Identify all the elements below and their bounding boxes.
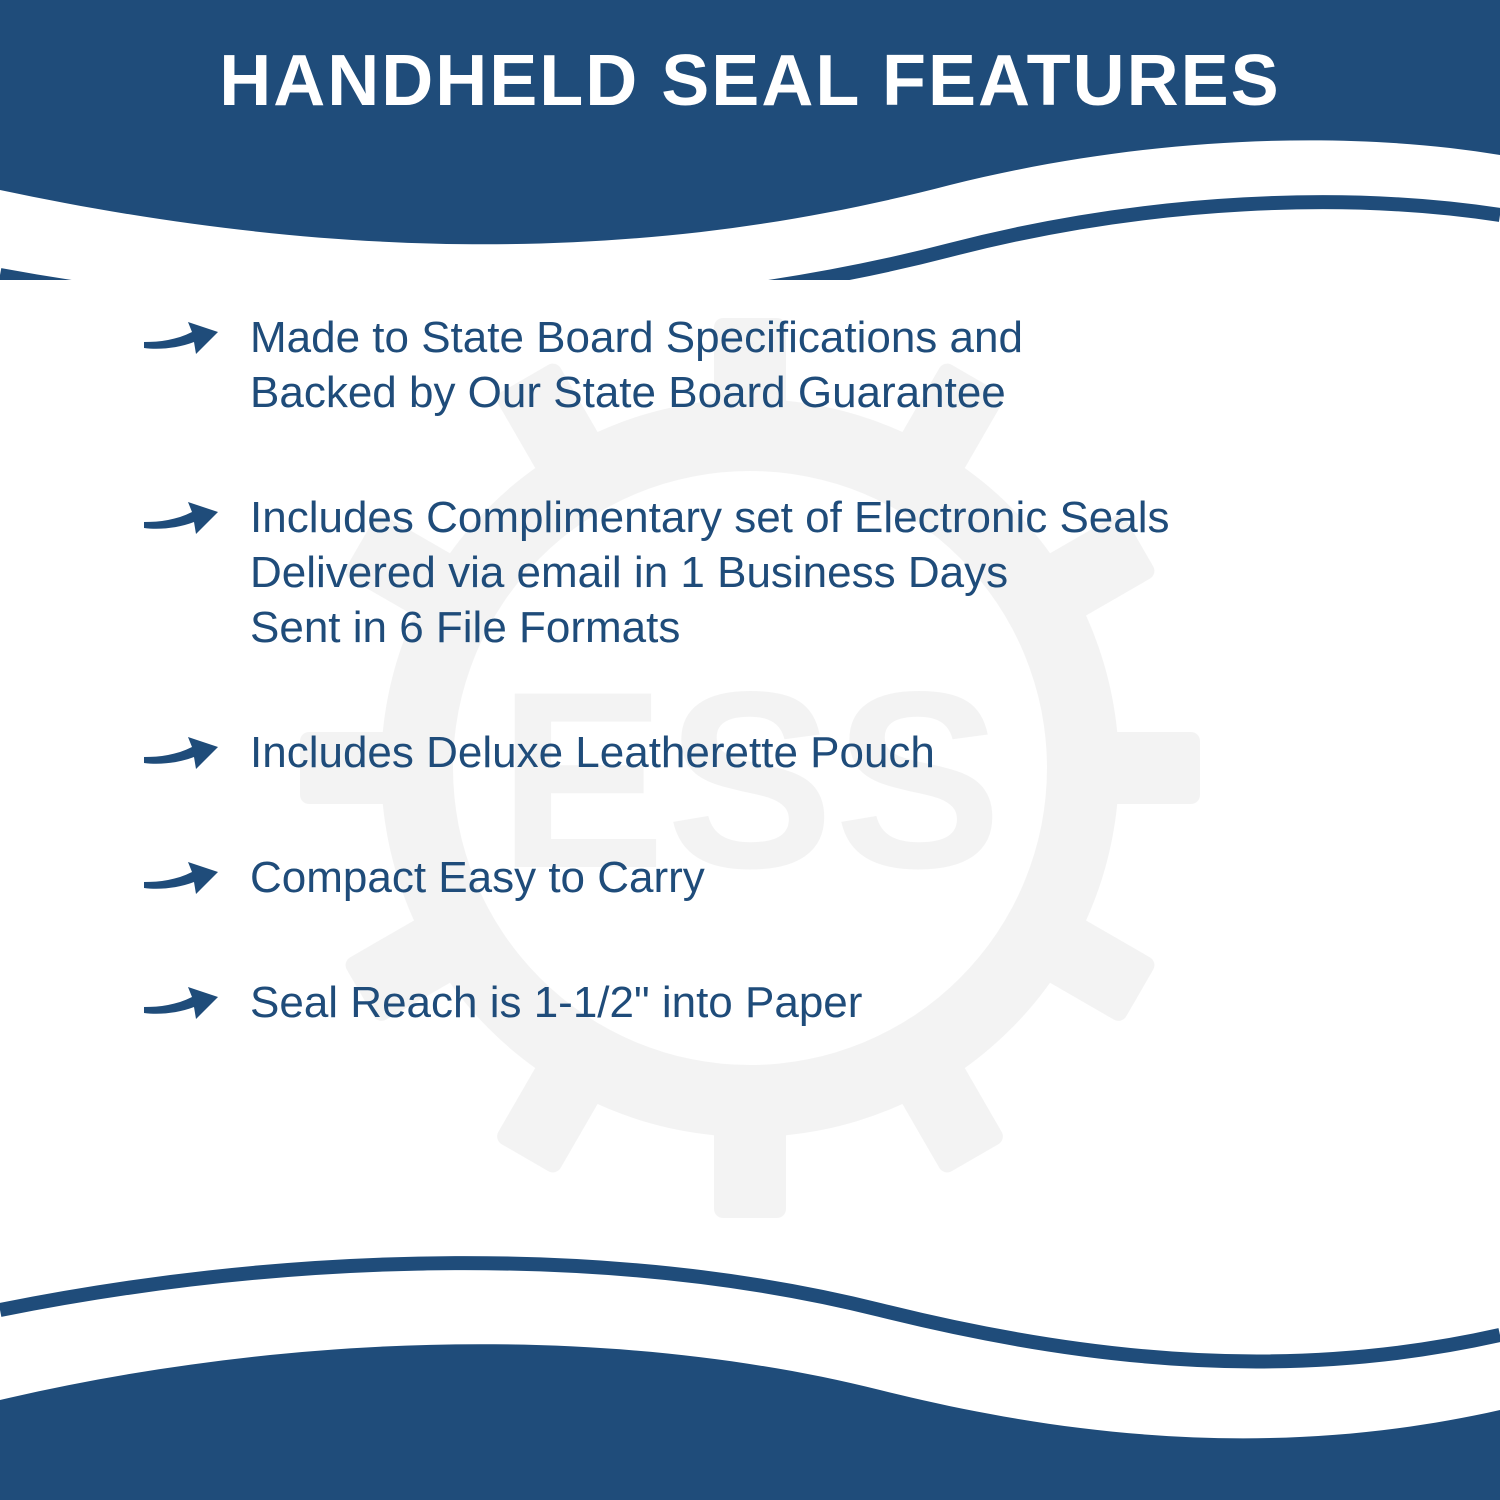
feature-text: Includes Deluxe Leatherette Pouch: [250, 725, 1400, 780]
bottom-wave: [0, 1240, 1500, 1500]
page-title: HANDHELD SEAL FEATURES: [0, 40, 1500, 122]
arrow-icon: [140, 850, 250, 898]
arrow-icon: [140, 490, 250, 538]
feature-text: Compact Easy to Carry: [250, 850, 1400, 905]
arrow-icon: [140, 725, 250, 773]
feature-item: Compact Easy to Carry: [140, 850, 1400, 905]
feature-text: Seal Reach is 1-1/2" into Paper: [250, 975, 1400, 1030]
arrow-icon: [140, 310, 250, 358]
arrow-icon: [140, 975, 250, 1023]
feature-item: Made to State Board Specifications and B…: [140, 310, 1400, 420]
feature-text: Made to State Board Specifications and B…: [250, 310, 1400, 420]
feature-list: Made to State Board Specifications and B…: [140, 310, 1400, 1100]
feature-item: Seal Reach is 1-1/2" into Paper: [140, 975, 1400, 1030]
feature-item: Includes Deluxe Leatherette Pouch: [140, 725, 1400, 780]
feature-text: Includes Complimentary set of Electronic…: [250, 490, 1400, 655]
feature-item: Includes Complimentary set of Electronic…: [140, 490, 1400, 655]
